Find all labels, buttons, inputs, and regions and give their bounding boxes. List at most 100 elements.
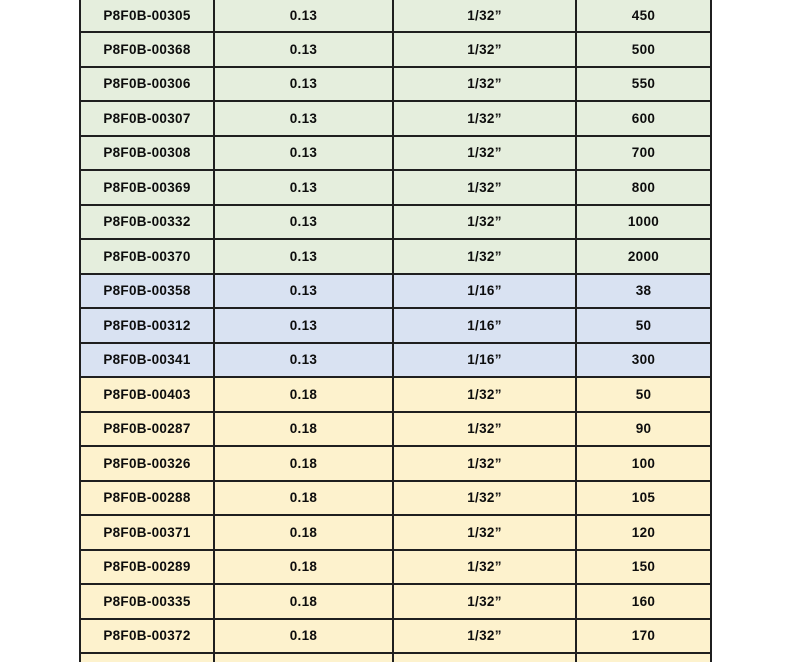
- table-row: P8F0B-00370 0.13 1/32” 2000: [79, 238, 712, 275]
- cell-size: 1/32”: [392, 203, 577, 240]
- cell-thickness: 0.18: [213, 617, 394, 654]
- cell-thickness: 0.13: [213, 307, 394, 344]
- cell-quantity: 170: [575, 617, 712, 654]
- cell-quantity: 150: [575, 548, 712, 585]
- cell-thickness: 0.18: [213, 514, 394, 551]
- cell-empty: [392, 652, 577, 662]
- cell-quantity: 600: [575, 100, 712, 137]
- table-row: P8F0B-00332 0.13 1/32” 1000: [79, 203, 712, 240]
- cell-part-number: P8F0B-00307: [79, 100, 215, 137]
- cell-part-number: P8F0B-00370: [79, 238, 215, 275]
- table-row: P8F0B-00306 0.13 1/32” 550: [79, 65, 712, 102]
- cell-thickness: 0.18: [213, 410, 394, 447]
- cell-quantity: 100: [575, 445, 712, 482]
- cell-thickness: 0.13: [213, 100, 394, 137]
- cell-part-number: P8F0B-00372: [79, 617, 215, 654]
- cell-thickness: 0.13: [213, 203, 394, 240]
- cell-thickness: 0.13: [213, 65, 394, 102]
- cell-part-number: P8F0B-00289: [79, 548, 215, 585]
- cell-quantity: 50: [575, 307, 712, 344]
- cell-thickness: 0.18: [213, 583, 394, 620]
- cell-size: 1/32”: [392, 479, 577, 516]
- table-row: P8F0B-00358 0.13 1/16” 38: [79, 272, 712, 309]
- cell-part-number: P8F0B-00369: [79, 169, 215, 206]
- table-row: P8F0B-00335 0.18 1/32” 160: [79, 583, 712, 620]
- cell-thickness: 0.13: [213, 134, 394, 171]
- cell-thickness: 0.18: [213, 376, 394, 413]
- cell-quantity: 50: [575, 376, 712, 413]
- cell-quantity: 2000: [575, 238, 712, 275]
- cell-thickness: 0.13: [213, 31, 394, 68]
- cell-size: 1/32”: [392, 31, 577, 68]
- partial-bottom-row: [79, 652, 712, 662]
- cell-part-number: P8F0B-00332: [79, 203, 215, 240]
- cell-size: 1/32”: [392, 445, 577, 482]
- cell-size: 1/32”: [392, 100, 577, 137]
- cell-quantity: 700: [575, 134, 712, 171]
- cell-part-number: P8F0B-00358: [79, 272, 215, 309]
- table-row: P8F0B-00305 0.13 1/32” 450: [79, 0, 712, 33]
- cell-part-number: P8F0B-00312: [79, 307, 215, 344]
- cell-thickness: 0.13: [213, 341, 394, 378]
- cell-part-number: P8F0B-00403: [79, 376, 215, 413]
- cell-thickness: 0.13: [213, 169, 394, 206]
- cell-part-number: P8F0B-00368: [79, 31, 215, 68]
- cell-thickness: 0.18: [213, 548, 394, 585]
- cell-size: 1/32”: [392, 238, 577, 275]
- cell-thickness: 0.13: [213, 238, 394, 275]
- cell-part-number: P8F0B-00288: [79, 479, 215, 516]
- parts-table-container: P8F0B-00305 0.13 1/32” 450 P8F0B-00368 0.13 1/…: [79, 0, 712, 662]
- table-row: P8F0B-00308 0.13 1/32” 700: [79, 134, 712, 171]
- cell-thickness: 0.18: [213, 479, 394, 516]
- cell-quantity: 1000: [575, 203, 712, 240]
- cell-quantity: 450: [575, 0, 712, 33]
- cell-part-number: P8F0B-00341: [79, 341, 215, 378]
- cell-empty: [79, 652, 215, 662]
- cell-quantity: 800: [575, 169, 712, 206]
- table-row: P8F0B-00371 0.18 1/32” 120: [79, 514, 712, 551]
- cell-part-number: P8F0B-00306: [79, 65, 215, 102]
- table-row: P8F0B-00289 0.18 1/32” 150: [79, 548, 712, 585]
- table-row: P8F0B-00326 0.18 1/32” 100: [79, 445, 712, 482]
- cell-thickness: 0.13: [213, 0, 394, 33]
- table-row: P8F0B-00287 0.18 1/32” 90: [79, 410, 712, 447]
- table-row: P8F0B-00307 0.13 1/32” 600: [79, 100, 712, 137]
- cell-part-number: P8F0B-00371: [79, 514, 215, 551]
- cell-size: 1/32”: [392, 376, 577, 413]
- cell-quantity: 90: [575, 410, 712, 447]
- cell-size: 1/16”: [392, 341, 577, 378]
- table-row: P8F0B-00312 0.13 1/16” 50: [79, 307, 712, 344]
- cell-size: 1/32”: [392, 65, 577, 102]
- cell-thickness: 0.13: [213, 272, 394, 309]
- cell-thickness: 0.18: [213, 445, 394, 482]
- cell-part-number: P8F0B-00287: [79, 410, 215, 447]
- cell-size: 1/32”: [392, 548, 577, 585]
- cell-size: 1/16”: [392, 307, 577, 344]
- cell-quantity: 550: [575, 65, 712, 102]
- table-row: P8F0B-00369 0.13 1/32” 800: [79, 169, 712, 206]
- table-row: P8F0B-00288 0.18 1/32” 105: [79, 479, 712, 516]
- table-row: P8F0B-00372 0.18 1/32” 170: [79, 617, 712, 654]
- cell-size: 1/32”: [392, 583, 577, 620]
- cell-part-number: P8F0B-00326: [79, 445, 215, 482]
- table-row: P8F0B-00403 0.18 1/32” 50: [79, 376, 712, 413]
- cell-quantity: 38: [575, 272, 712, 309]
- table-row: P8F0B-00341 0.13 1/16” 300: [79, 341, 712, 378]
- cell-empty: [575, 652, 712, 662]
- cell-size: 1/16”: [392, 272, 577, 309]
- cell-size: 1/32”: [392, 514, 577, 551]
- cell-part-number: P8F0B-00308: [79, 134, 215, 171]
- parts-table: P8F0B-00305 0.13 1/32” 450 P8F0B-00368 0.13 1/…: [79, 0, 712, 662]
- cell-size: 1/32”: [392, 410, 577, 447]
- cell-empty: [213, 652, 394, 662]
- cell-quantity: 160: [575, 583, 712, 620]
- parts-table-body: P8F0B-00305 0.13 1/32” 450 P8F0B-00368 0.13 1/…: [79, 0, 712, 662]
- table-row: P8F0B-00368 0.13 1/32” 500: [79, 31, 712, 68]
- cell-size: 1/32”: [392, 617, 577, 654]
- cell-part-number: P8F0B-00305: [79, 0, 215, 33]
- cell-part-number: P8F0B-00335: [79, 583, 215, 620]
- cell-size: 1/32”: [392, 0, 577, 33]
- cell-quantity: 105: [575, 479, 712, 516]
- cell-quantity: 300: [575, 341, 712, 378]
